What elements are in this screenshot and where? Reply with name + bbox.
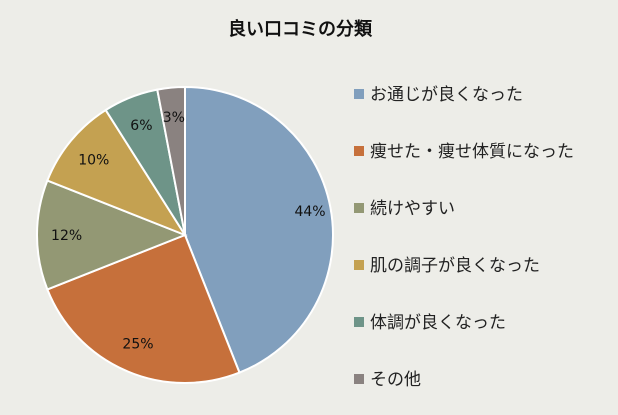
slice-label-1: 44%	[294, 204, 325, 220]
legend: お通じが良くなった痩せた・痩せ体質になった続けやすい肌の調子が良くなった体調が良…	[354, 85, 574, 390]
legend-label-6: その他	[370, 370, 421, 390]
legend-label-4: 肌の調子が良くなった	[370, 256, 540, 276]
pie-slice-1	[184, 85, 334, 374]
slice-label-6: 3%	[163, 110, 185, 126]
slice-label-2: 25%	[122, 337, 153, 353]
legend-swatch-4	[354, 260, 364, 270]
slice-label-5: 6%	[130, 118, 152, 134]
legend-label-3: 続けやすい	[370, 199, 455, 219]
legend-label-1: お通じが良くなった	[370, 85, 523, 105]
chart-title: 良い口コミの分類	[228, 18, 373, 40]
pie-slice-2	[46, 233, 241, 384]
legend-swatch-2	[354, 146, 364, 156]
pie-labels: 44% 25% 12% 10% 6% 3%	[51, 110, 326, 353]
legend-label-5: 体調が良くなった	[370, 313, 506, 333]
pie-slice-4	[46, 108, 188, 238]
pie-slices	[36, 85, 334, 384]
legend-swatch-5	[354, 317, 364, 327]
slice-label-4: 10%	[78, 153, 109, 169]
slice-label-3: 12%	[51, 228, 82, 244]
legend-label-2: 痩せた・痩せ体質になった	[370, 142, 574, 162]
legend-swatch-6	[354, 374, 364, 384]
pie-slice-3	[36, 179, 188, 291]
pie-slice-6	[156, 85, 186, 236]
legend-swatch-1	[354, 89, 364, 99]
legend-swatch-3	[354, 203, 364, 213]
